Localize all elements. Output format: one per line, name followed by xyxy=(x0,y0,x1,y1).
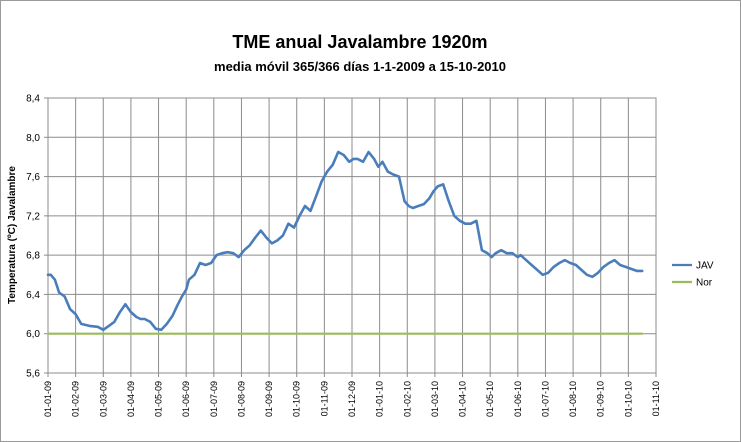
y-axis-label: Temperatura (ºC) Javalambre xyxy=(7,166,18,304)
x-tick-label: 01-11-10 xyxy=(651,381,661,416)
y-tick-label: 6,4 xyxy=(26,290,40,301)
chart-title: TME anual Javalambre 1920m xyxy=(232,32,487,52)
x-tick-label: 01-01-09 xyxy=(43,381,53,417)
y-tick-label: 8,0 xyxy=(26,133,40,144)
legend-label-jav: JAV xyxy=(696,261,714,272)
x-tick-label: 01-10-10 xyxy=(623,381,633,417)
x-tick-label: 01-02-10 xyxy=(402,381,412,417)
x-tick-label: 01-03-10 xyxy=(430,381,440,417)
y-tick-label: 6,0 xyxy=(26,329,40,340)
chart-subtitle: media móvil 365/366 días 1-1-2009 a 15-1… xyxy=(214,59,506,74)
y-tick-label: 7,6 xyxy=(26,172,40,183)
x-tick-label: 01-12-09 xyxy=(347,381,357,417)
x-tick-label: 01-11-09 xyxy=(319,381,329,416)
series-line-jav xyxy=(46,150,644,332)
legend-label-nor: Nor xyxy=(696,278,713,289)
x-tick-label: 01-07-09 xyxy=(209,381,219,417)
legend: JAV Nor xyxy=(672,261,714,289)
x-tick-label: 01-04-10 xyxy=(458,381,468,417)
x-tick-label: 01-05-10 xyxy=(485,381,495,417)
x-tick-label: 01-08-09 xyxy=(236,381,246,417)
x-tick-label: 01-09-10 xyxy=(596,381,606,417)
x-tick-label: 01-06-10 xyxy=(513,381,523,417)
plot-area: 5,6 6,0 6,4 6,8 7,2 7,6 8,0 8,4 01-01-09 01-02-09… xyxy=(26,94,661,418)
x-tick-label: 01-06-09 xyxy=(181,381,191,417)
y-tick-label: 7,2 xyxy=(26,211,40,222)
x-tick-label: 01-01-10 xyxy=(375,381,385,417)
x-tick-label: 01-03-09 xyxy=(98,381,108,417)
x-tick-label: 01-09-09 xyxy=(264,381,274,417)
y-tick-label: 6,8 xyxy=(26,251,40,262)
x-tick-label: 01-08-10 xyxy=(568,381,578,417)
x-tick-label: 01-07-10 xyxy=(540,381,550,417)
x-tick-label: 01-04-09 xyxy=(126,381,136,417)
plot-border xyxy=(47,97,657,374)
y-tick-label: 5,6 xyxy=(26,369,40,380)
y-tick-label: 8,4 xyxy=(26,94,40,105)
x-tick-label: 01-05-09 xyxy=(154,381,164,417)
x-tick-label: 01-10-09 xyxy=(292,381,302,417)
x-tick-label: 01-02-09 xyxy=(71,381,81,417)
